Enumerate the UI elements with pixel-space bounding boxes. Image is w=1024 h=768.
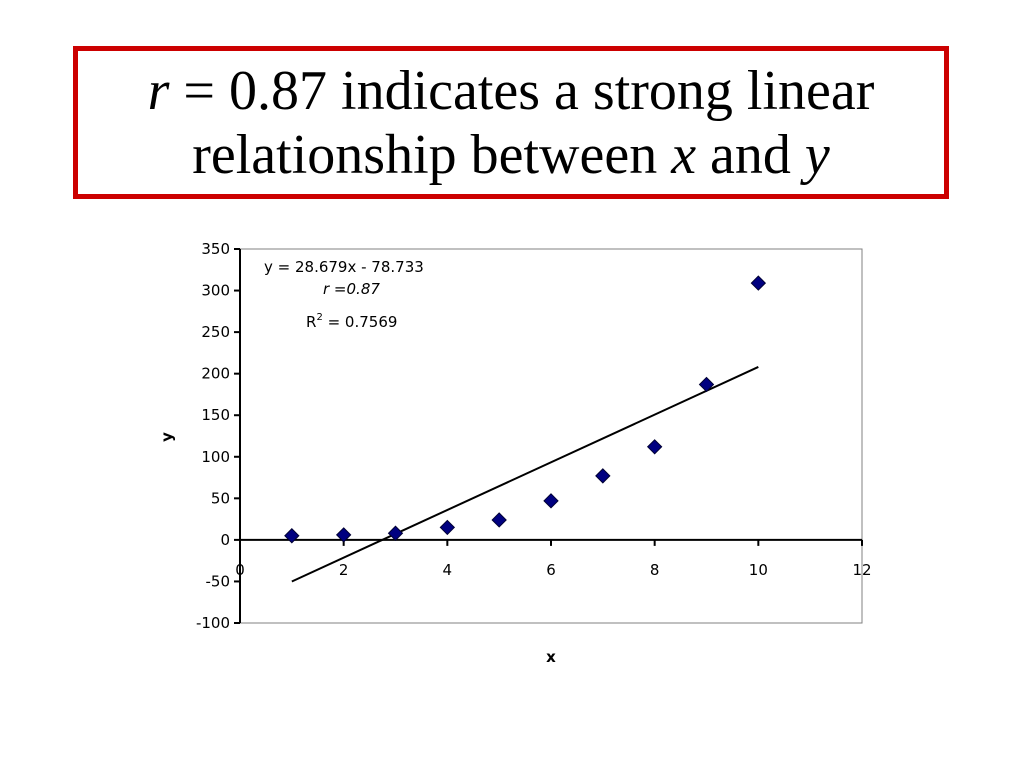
y-tick-label: 200 [201,365,230,383]
data-point [439,519,456,536]
data-point [543,493,559,509]
y-tick-label: 300 [201,282,230,300]
x-tick-label: 2 [339,561,349,579]
title-x-symbol: x [671,123,697,186]
y-tick-label: -50 [206,572,231,590]
data-point [387,525,404,541]
trendline-equation: y = 28.679x - 78.733 [264,258,424,276]
r-value: 0.87 [347,280,381,298]
title-and-text: and [696,123,805,186]
r2-prefix: R [306,313,316,331]
y-tick-label: 100 [201,448,230,466]
title-y-symbol: y [804,123,830,186]
x-tick-label: 0 [235,561,245,579]
r-label: r = [323,280,347,298]
data-point [491,512,507,528]
y-tick-label: -100 [196,614,230,632]
slide-title-line-1: r = 0.87 indicates a strong linear [148,59,875,123]
trendline [291,366,759,583]
title-r-symbol: r [147,59,170,122]
y-tick-label: 50 [211,489,230,507]
title-line-2-text: relationship between [192,123,672,186]
x-axis-title: x [546,648,556,666]
slide-title-line-2: relationship between x and y [192,123,830,187]
data-point [646,439,663,455]
x-tick-label: 12 [852,561,871,579]
data-point [595,468,611,484]
data-point [284,528,300,544]
data-point [335,527,352,543]
r-annotation: r =0.87 [323,280,380,298]
r-squared-annotation: R2 = 0.7569 [306,312,397,331]
x-tick-label: 6 [546,561,556,579]
title-line-1-text: = 0.87 indicates a strong linear [169,59,875,122]
r2-superscript: 2 [316,312,322,323]
x-tick-label: 8 [650,561,660,579]
y-tick-label: 0 [220,531,230,549]
y-axis-title: y [158,432,176,442]
x-tick-label: 10 [749,561,768,579]
slide-title-box: r = 0.87 indicates a strong linear relat… [73,46,949,199]
plot-area [239,248,863,624]
data-points [284,275,767,544]
data-point [750,275,767,291]
x-tick-label: 4 [443,561,453,579]
y-tick-label: 250 [201,323,230,341]
y-tick-label: 150 [201,406,230,424]
r2-suffix: = 0.7569 [323,313,398,331]
data-point [698,376,715,393]
y-tick-label: 350 [201,240,230,258]
